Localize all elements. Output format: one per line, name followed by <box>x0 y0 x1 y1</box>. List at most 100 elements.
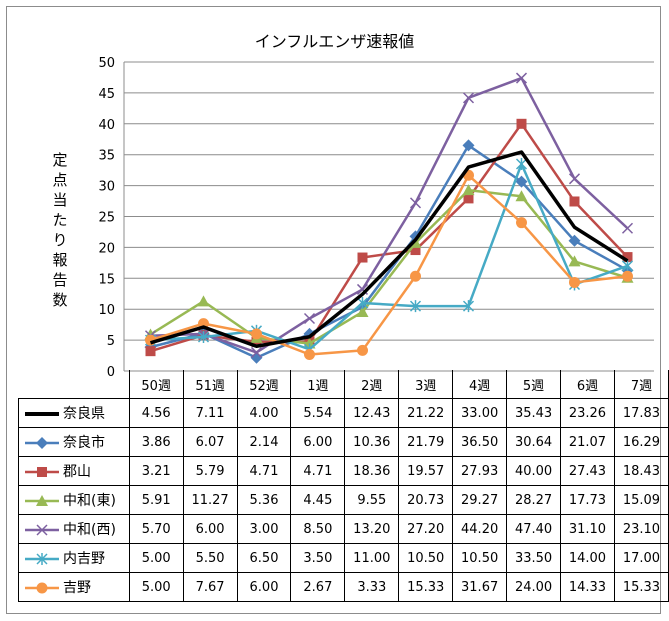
data-point <box>463 193 474 204</box>
series-line <box>150 122 629 353</box>
y-tick-label: 45 <box>98 87 115 102</box>
y-axis-label-char: 告 <box>52 271 68 289</box>
data-label: 4.56 <box>128 398 184 428</box>
table-row: 中和(東) 5.91 11.27 5.36 4.45 9.55 20.73 29.27 28.2… <box>18 485 669 515</box>
data-point <box>515 190 528 202</box>
y-tick-label: 20 <box>98 241 115 256</box>
data-label: 10.50 <box>452 543 508 573</box>
data-label: 6.07 <box>182 427 238 457</box>
data-label: 8.50 <box>290 514 346 544</box>
series-name: 郡山 <box>63 464 91 480</box>
y-tick-label: 10 <box>98 303 115 318</box>
data-point <box>621 222 634 234</box>
series-line <box>150 162 628 351</box>
data-point <box>568 255 581 267</box>
series-name: 奈良市 <box>63 435 105 451</box>
data-label: 9.55 <box>344 485 400 515</box>
data-point <box>569 276 580 288</box>
series-line <box>150 76 629 354</box>
series-name: 中和(東) <box>63 493 116 509</box>
data-label: 35.43 <box>506 398 562 428</box>
legend-key <box>25 582 59 594</box>
x-tick-label: 4週 <box>452 370 508 399</box>
data-point <box>515 157 528 170</box>
data-point <box>356 297 369 310</box>
data-label: 11.27 <box>182 485 238 515</box>
x-tick-label: 7週 <box>613 370 669 399</box>
data-label: 4.00 <box>236 398 292 428</box>
data-point <box>622 252 633 263</box>
series-name: 吉野 <box>63 580 91 596</box>
data-table: 50週 51週 52週 1週 2週 3週 4週 5週 6週 7週 奈良県 4.56 7.11 4.00 5.… <box>18 370 669 602</box>
table-row: 中和(西) 5.70 6.00 3.00 8.50 13.20 27.20 44.20 47.4… <box>18 514 669 544</box>
data-label: 27.93 <box>452 456 508 486</box>
legend-key <box>25 495 59 506</box>
data-label: 17.73 <box>560 485 615 515</box>
data-label: 36.50 <box>452 427 508 457</box>
data-label: 24.00 <box>506 572 562 602</box>
data-label: 29.27 <box>452 485 508 515</box>
y-axis-label-char: り <box>52 231 68 249</box>
data-label: 10.36 <box>344 427 400 457</box>
data-label: 27.20 <box>398 514 454 544</box>
data-label: 10.50 <box>398 543 454 573</box>
series-name-cell: 奈良県 <box>18 398 130 428</box>
data-label: 13.20 <box>344 514 400 544</box>
data-label: 20.73 <box>398 485 454 515</box>
legend-key <box>25 553 59 565</box>
data-label: 27.43 <box>560 456 615 486</box>
y-tick-label: 15 <box>98 272 115 287</box>
data-label: 2.14 <box>236 427 292 457</box>
data-point <box>516 118 527 129</box>
data-point <box>356 305 369 317</box>
data-point <box>621 259 634 272</box>
data-point <box>462 139 475 152</box>
data-point <box>410 270 421 282</box>
series-line <box>150 174 628 356</box>
data-point <box>462 300 475 313</box>
table-row: 内吉野 5.00 5.50 6.50 3.50 11.00 10.50 10.50 33.50 1… <box>18 543 669 573</box>
data-label: 14.33 <box>560 572 615 602</box>
data-label: 18.36 <box>344 456 400 486</box>
data-point <box>357 344 368 356</box>
data-label: 14.00 <box>560 543 615 573</box>
table-row: 郡山 3.21 5.79 4.71 4.71 18.36 19.57 27.93 40.00 27… <box>18 456 669 486</box>
data-label: 5.36 <box>236 485 292 515</box>
data-point <box>462 92 475 104</box>
data-point <box>36 524 48 536</box>
data-label: 30.64 <box>506 427 562 457</box>
table-row: 奈良県 4.56 7.11 4.00 5.54 12.43 21.22 33.00 35.43 2… <box>18 398 669 428</box>
data-point <box>515 72 528 84</box>
y-tick-label: 0 <box>107 365 115 380</box>
data-point <box>357 252 368 263</box>
data-point <box>197 295 210 307</box>
data-point <box>304 348 315 360</box>
data-label: 5.91 <box>128 485 184 515</box>
series-name: 中和(西) <box>63 522 116 538</box>
data-label: 3.21 <box>128 456 184 486</box>
series-name-cell: 奈良市 <box>18 427 130 457</box>
data-label: 21.22 <box>398 398 454 428</box>
data-point <box>303 312 316 325</box>
y-axis-label-char: 当 <box>52 191 68 209</box>
data-label: 16.29 <box>613 427 669 457</box>
legend-key <box>25 412 59 416</box>
x-tick-label: 51週 <box>182 370 238 399</box>
data-label: 15.33 <box>613 572 669 602</box>
data-point <box>36 582 48 594</box>
data-point <box>250 346 263 358</box>
data-label: 12.43 <box>344 398 400 428</box>
data-label: 5.00 <box>128 543 184 573</box>
data-label: 2.67 <box>290 572 346 602</box>
series-name-cell: 郡山 <box>18 456 130 486</box>
legend-key <box>25 437 59 449</box>
y-tick-label: 25 <box>98 211 115 226</box>
data-label: 18.43 <box>613 456 669 486</box>
x-tick-label: 5週 <box>506 370 562 399</box>
series-name: 奈良県 <box>63 406 105 422</box>
data-point <box>251 328 262 340</box>
x-tick-label: 3週 <box>398 370 454 399</box>
data-label: 19.57 <box>398 456 454 486</box>
data-label: 5.70 <box>128 514 184 544</box>
